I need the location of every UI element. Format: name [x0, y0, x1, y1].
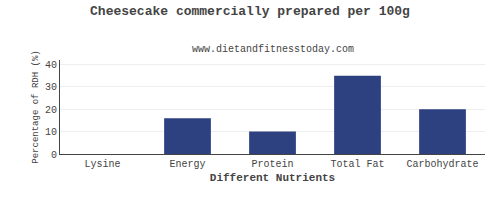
svg-text:Cheesecake commercially prepar: Cheesecake commercially prepared per 100… — [90, 4, 410, 19]
svg-text:Protein: Protein — [251, 159, 293, 170]
svg-text:Energy: Energy — [169, 159, 205, 170]
svg-text:www.dietandfitnesstoday.com: www.dietandfitnesstoday.com — [192, 44, 354, 55]
svg-text:30: 30 — [45, 82, 57, 93]
svg-text:0: 0 — [51, 150, 57, 161]
svg-text:Carbohydrate: Carbohydrate — [406, 159, 478, 170]
svg-text:Lysine: Lysine — [84, 159, 120, 170]
svg-text:Total Fat: Total Fat — [330, 159, 384, 170]
svg-text:10: 10 — [45, 127, 57, 138]
svg-text:40: 40 — [45, 60, 57, 71]
svg-text:Different Nutrients: Different Nutrients — [210, 172, 335, 184]
svg-text:20: 20 — [45, 105, 57, 116]
svg-text:Percentage of RDH (%): Percentage of RDH (%) — [31, 50, 41, 163]
